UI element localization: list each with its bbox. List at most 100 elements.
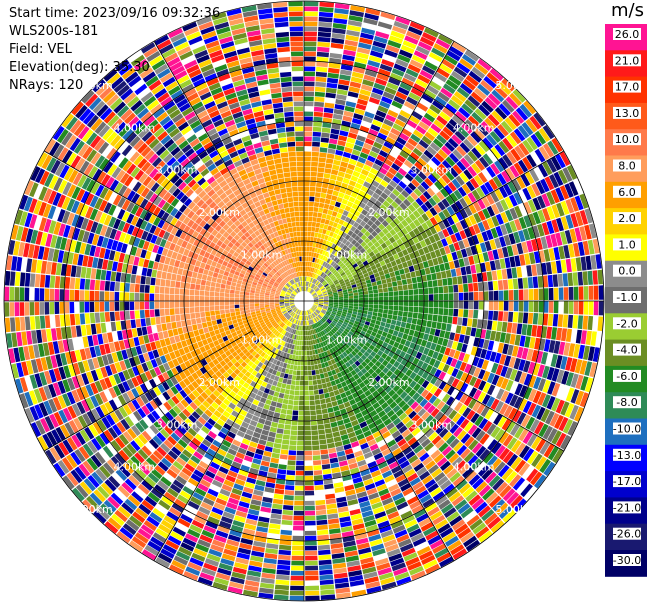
velocity-gate xyxy=(450,95,464,107)
velocity-gate xyxy=(269,405,276,412)
velocity-gate xyxy=(94,451,106,465)
velocity-gate xyxy=(178,348,186,356)
velocity-gate xyxy=(226,375,234,383)
velocity-gate xyxy=(546,367,555,381)
velocity-gate xyxy=(338,135,348,142)
velocity-gate xyxy=(233,368,241,375)
velocity-gate xyxy=(350,175,359,182)
velocity-gate xyxy=(317,534,329,541)
velocity-gate xyxy=(162,346,169,355)
velocity-gate xyxy=(330,215,336,222)
velocity-gate xyxy=(190,455,201,465)
velocity-gate xyxy=(216,386,224,394)
velocity-gate xyxy=(565,258,572,273)
velocity-gate xyxy=(207,430,217,439)
velocity-gate xyxy=(122,369,131,381)
velocity-gate xyxy=(391,562,406,572)
velocity-gate xyxy=(550,156,562,171)
velocity-gate xyxy=(392,417,402,426)
velocity-gate xyxy=(357,370,364,378)
velocity-gate xyxy=(548,248,556,261)
velocity-gate xyxy=(337,506,349,513)
velocity-gate xyxy=(212,457,223,466)
velocity-gate xyxy=(135,385,144,396)
velocity-gate xyxy=(393,360,400,368)
velocity-gate xyxy=(506,491,520,505)
velocity-gate xyxy=(347,365,354,372)
velocity-gate xyxy=(316,374,321,380)
velocity-gate xyxy=(502,99,515,113)
velocity-gate xyxy=(286,363,291,369)
velocity-gate xyxy=(277,338,282,344)
velocity-gate xyxy=(331,255,336,261)
velocity-gate xyxy=(304,216,309,222)
velocity-gate xyxy=(413,301,419,307)
velocity-gate xyxy=(291,312,295,317)
velocity-gate xyxy=(437,362,446,371)
velocity-gate xyxy=(305,276,307,282)
velocity-gate xyxy=(417,171,427,181)
velocity-gate xyxy=(438,428,449,438)
velocity-gate xyxy=(446,226,454,236)
velocity-gate xyxy=(376,73,389,82)
velocity-gate xyxy=(389,373,397,381)
velocity-gate xyxy=(327,386,334,393)
velocity-gate xyxy=(167,422,177,432)
velocity-gate xyxy=(276,308,281,312)
velocity-gate xyxy=(342,396,349,404)
velocity-gate xyxy=(447,540,462,552)
velocity-gate xyxy=(363,17,378,26)
velocity-gate xyxy=(361,425,370,433)
velocity-gate xyxy=(358,93,370,101)
velocity-gate xyxy=(463,421,474,433)
velocity-gate xyxy=(301,350,304,356)
velocity-gate xyxy=(473,128,485,140)
velocity-gate xyxy=(320,336,325,342)
velocity-gate xyxy=(238,379,246,386)
velocity-gate xyxy=(347,310,353,314)
velocity-gate xyxy=(311,365,315,371)
velocity-gate xyxy=(424,60,438,71)
velocity-gate xyxy=(382,200,391,208)
velocity-gate xyxy=(317,327,322,332)
velocity-gate xyxy=(252,387,259,395)
velocity-gate xyxy=(313,273,316,279)
velocity-gate xyxy=(448,167,459,178)
velocity-gate xyxy=(245,412,254,420)
velocity-gate xyxy=(343,294,349,297)
velocity-gate xyxy=(350,154,359,161)
velocity-gate xyxy=(115,321,122,331)
velocity-gate xyxy=(185,566,201,576)
velocity-gate xyxy=(562,273,569,287)
velocity-gate xyxy=(367,172,376,180)
velocity-gate xyxy=(274,375,280,382)
velocity-gate xyxy=(523,387,533,400)
velocity-gate xyxy=(349,399,356,406)
velocity-gate xyxy=(475,159,486,171)
velocity-gate xyxy=(317,307,322,310)
velocity-gate xyxy=(505,421,516,434)
velocity-gate xyxy=(435,438,446,449)
velocity-gate xyxy=(506,134,518,148)
velocity-gate xyxy=(452,548,468,560)
velocity-gate xyxy=(331,169,339,176)
velocity-gate xyxy=(215,497,227,506)
velocity-gate xyxy=(312,445,320,451)
velocity-gate xyxy=(508,356,516,368)
velocity-gate xyxy=(338,192,345,199)
velocity-gate xyxy=(378,68,391,77)
velocity-gate xyxy=(407,169,417,178)
velocity-gate xyxy=(524,171,535,185)
velocity-gate xyxy=(254,383,261,390)
velocity-gate xyxy=(294,308,299,313)
velocity-gate xyxy=(420,181,430,191)
velocity-gate xyxy=(295,314,298,319)
velocity-gate xyxy=(167,360,175,369)
velocity-gate xyxy=(325,321,330,326)
velocity-gate xyxy=(320,142,329,148)
velocity-gate xyxy=(313,252,317,258)
velocity-gate xyxy=(387,204,396,213)
velocity-gate xyxy=(468,301,474,310)
velocity-gate xyxy=(267,338,273,344)
velocity-gate xyxy=(380,402,389,410)
